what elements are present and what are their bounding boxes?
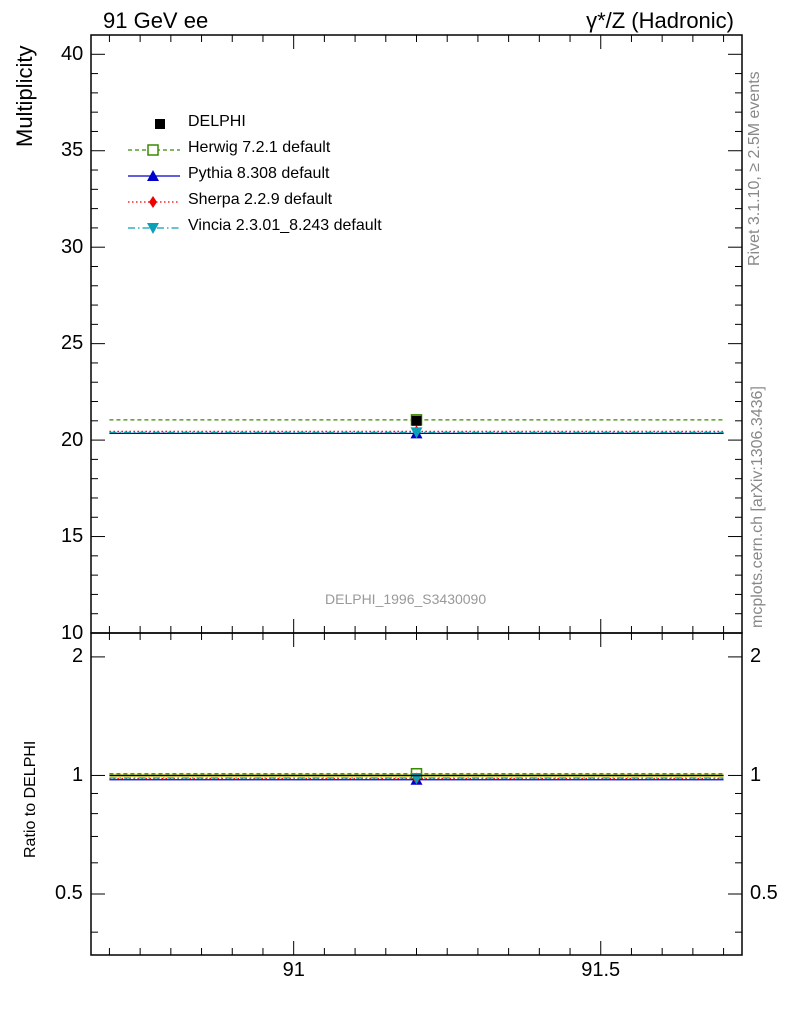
- legend-symbol-delphi: [155, 119, 165, 129]
- ratio-ytick-label-right: 1: [750, 763, 762, 786]
- legend-symbol-pythia: [128, 170, 180, 181]
- rivet-label: Rivet 3.1.10, ≥ 2.5M events: [746, 71, 763, 266]
- header-right: γ*/Z (Hadronic): [586, 8, 734, 33]
- main-ytick-label: 25: [61, 332, 84, 355]
- main-ytick-label: 20: [61, 428, 84, 451]
- main-ylabel: Multiplicity: [12, 45, 37, 147]
- main-point-vincia: [410, 427, 423, 439]
- ratio-panel-frame: [90, 632, 743, 956]
- legend-label-sherpa: Sherpa 2.2.9 default: [188, 191, 333, 208]
- ratio-xtick-label: 91: [282, 958, 305, 981]
- main-point-delphi: [411, 415, 422, 426]
- analysis-watermark: DELPHI_1996_S3430090: [325, 591, 487, 607]
- main-ytick-label: 35: [61, 139, 84, 162]
- ratio-ytick-label-right: 0.5: [750, 882, 778, 905]
- legend-symbol-sherpa: [128, 196, 180, 208]
- ratio-ytick-label-left: 2: [72, 645, 84, 668]
- legend-label-delphi: DELPHI: [188, 113, 246, 130]
- ratio-ytick-label-left: 1: [72, 763, 84, 786]
- mcplots-label: mcplots.cern.ch [arXiv:1306.3436]: [749, 386, 766, 628]
- legend-label-herwig: Herwig 7.2.1 default: [188, 139, 331, 156]
- ratio-xtick-label: 91.5: [581, 958, 621, 981]
- legend-label-vincia: Vincia 2.3.01_8.243 default: [188, 217, 382, 234]
- ratio-ylabel: Ratio to DELPHI: [22, 740, 39, 858]
- header-left: 91 GeV ee: [103, 8, 209, 33]
- main-ytick-label: 10: [61, 621, 84, 644]
- ratio-ytick-label-left: 0.5: [55, 882, 83, 905]
- ratio-ytick-label-right: 2: [750, 645, 762, 668]
- legend-label-pythia: Pythia 8.308 default: [188, 165, 330, 182]
- legend-symbol-herwig: [128, 144, 180, 156]
- main-ytick-label: 15: [61, 525, 84, 548]
- main-ytick-label: 40: [61, 42, 84, 65]
- legend-symbol-vincia: [128, 223, 180, 234]
- main-ytick-label: 30: [61, 235, 84, 258]
